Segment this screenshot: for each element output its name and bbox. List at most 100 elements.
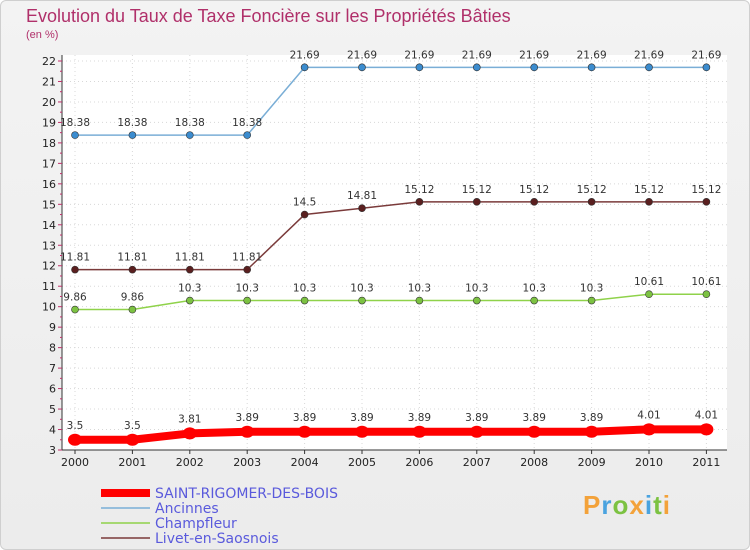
data-label: 3.89 xyxy=(408,412,431,424)
data-label: 10.3 xyxy=(350,283,373,295)
data-label: 9.86 xyxy=(63,292,87,304)
legend-item: Ancinnes xyxy=(101,501,219,517)
data-label: 15.12 xyxy=(462,184,492,196)
series-line xyxy=(75,293,707,311)
y-tick-label: 6 xyxy=(49,383,56,396)
data-point xyxy=(355,425,369,438)
data-point xyxy=(412,425,427,438)
data-point xyxy=(415,198,424,206)
data-point xyxy=(186,131,194,139)
data-label: 11.81 xyxy=(117,252,147,264)
data-point xyxy=(415,63,424,72)
data-point xyxy=(358,204,366,213)
data-point xyxy=(587,63,596,72)
data-label: 21.69 xyxy=(462,49,492,61)
data-point xyxy=(587,198,596,206)
data-point xyxy=(699,423,714,436)
data-label: 21.69 xyxy=(577,49,607,61)
legend-label: Ancinnes xyxy=(155,501,219,517)
data-point xyxy=(530,198,539,206)
data-point xyxy=(642,423,656,436)
y-tick-label: 10 xyxy=(42,301,56,314)
data-point xyxy=(702,290,711,298)
y-tick-label: 4 xyxy=(49,424,56,437)
data-point xyxy=(243,131,251,139)
data-label: 9.86 xyxy=(121,292,145,304)
data-point xyxy=(186,265,194,274)
data-label: 10.3 xyxy=(580,283,603,295)
data-point xyxy=(71,131,79,139)
legend: SAINT-RIGOMER-DES-BOISAncinnesChampfleur… xyxy=(101,486,338,547)
y-tick-label: 9 xyxy=(49,321,56,334)
data-label: 14.5 xyxy=(293,197,316,209)
data-point xyxy=(530,296,539,305)
logo-letter: P xyxy=(583,490,602,520)
data-label: 3.89 xyxy=(350,412,373,424)
data-point xyxy=(186,296,194,305)
data-label: 18.38 xyxy=(232,117,262,129)
data-label: 11.81 xyxy=(175,252,205,264)
data-label: 15.12 xyxy=(634,184,664,196)
series-champfleur: 9.86 9.86 10.3 10.3 10.3 10.3 10.3 10.3 10.3 10.3… xyxy=(63,276,721,314)
data-point xyxy=(645,198,653,206)
data-point xyxy=(300,296,309,305)
data-label: 4.01 xyxy=(637,409,660,421)
series-line xyxy=(75,66,707,136)
data-point xyxy=(469,425,484,438)
data-label: 3.89 xyxy=(523,412,546,424)
data-point xyxy=(358,296,366,305)
data-label: 3.81 xyxy=(178,413,201,425)
data-label: 3.89 xyxy=(465,412,488,424)
data-label: 10.61 xyxy=(691,276,721,288)
legend-label: SAINT-RIGOMER-DES-BOIS xyxy=(155,486,338,502)
data-point xyxy=(128,305,137,314)
y-tick-label: 8 xyxy=(49,342,56,355)
legend-item: Champfleur xyxy=(101,516,237,532)
x-tick-label: 2005 xyxy=(348,456,376,469)
proxiti-logo: Proxiti xyxy=(583,490,671,521)
y-tick-label: 11 xyxy=(42,280,56,293)
data-label: 21.69 xyxy=(634,49,664,61)
x-tick-label: 2011 xyxy=(692,456,720,469)
data-label: 21.69 xyxy=(519,49,549,61)
data-label: 3.5 xyxy=(67,420,84,432)
data-point xyxy=(472,63,481,72)
data-point xyxy=(584,425,599,438)
y-tick-label: 3 xyxy=(49,444,56,457)
series-saint-rigomer-des-bois: 3.5 3.5 3.81 3.89 3.89 3.89 3.89 3.89 3.89 3.89 4.… xyxy=(67,409,718,446)
logo-letter: t xyxy=(653,490,663,520)
x-tick-label: 2010 xyxy=(635,456,663,469)
logo-letter: r xyxy=(601,490,613,520)
y-tick-label: 17 xyxy=(42,157,56,170)
data-label: 18.38 xyxy=(60,117,90,129)
data-point xyxy=(645,63,653,72)
legend-label: Livet-en-Saosnois xyxy=(155,531,279,547)
data-point xyxy=(243,296,251,305)
x-tick-label: 2008 xyxy=(520,456,548,469)
data-label: 15.12 xyxy=(691,184,721,196)
series-line xyxy=(75,425,707,444)
data-point xyxy=(472,296,481,305)
y-tick-label: 16 xyxy=(42,178,56,191)
data-label: 18.38 xyxy=(117,117,147,129)
data-label: 10.3 xyxy=(236,283,259,295)
data-label: 21.69 xyxy=(404,49,434,61)
logo-letter: i xyxy=(662,490,671,520)
y-tick-label: 19 xyxy=(42,116,56,129)
data-label: 3.89 xyxy=(236,412,259,424)
x-tick-label: 2000 xyxy=(61,456,89,469)
y-tick-label: 15 xyxy=(42,198,56,211)
unit-label: (en %) xyxy=(26,29,59,41)
data-label: 3.5 xyxy=(124,420,141,432)
logo-letter: i xyxy=(644,490,654,520)
data-point xyxy=(415,296,424,305)
data-label: 10.3 xyxy=(523,283,546,295)
legend-label: Champfleur xyxy=(155,516,237,532)
data-point xyxy=(128,265,137,274)
series-livet-en-saosnois: 11.81 11.81 11.81 11.81 14.5 14.81 15.12 15.12 1… xyxy=(60,184,721,274)
data-label: 10.3 xyxy=(465,283,488,295)
series-ancinnes: 18.38 18.38 18.38 18.38 21.69 21.69 21.69 21.69… xyxy=(60,49,721,139)
data-point xyxy=(472,198,481,206)
legend-item: SAINT-RIGOMER-DES-BOIS xyxy=(101,486,338,502)
x-tick-label: 2004 xyxy=(291,456,319,469)
